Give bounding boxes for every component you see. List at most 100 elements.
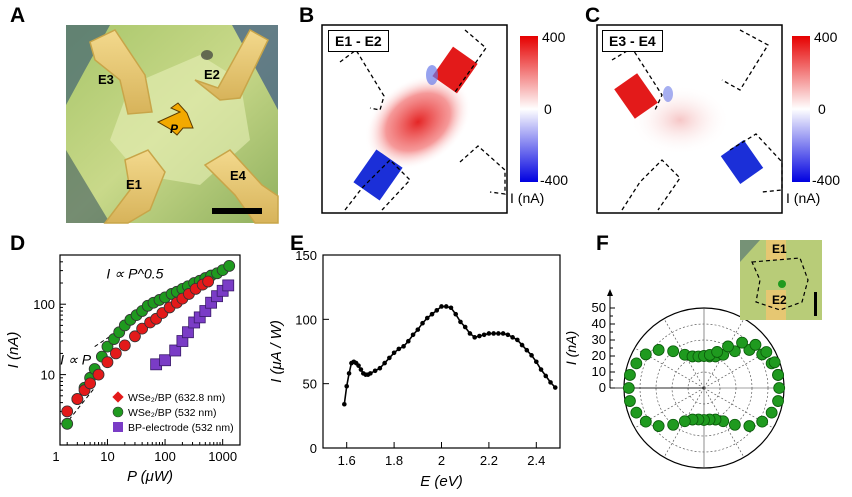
- chart-e-point: [500, 331, 506, 336]
- chart-e-point: [448, 305, 454, 311]
- chart-e-point: [346, 371, 352, 376]
- label-e2: E2: [204, 67, 220, 82]
- label-e3: E3: [98, 72, 114, 87]
- chart-d-xlabel: P (μW): [127, 468, 173, 485]
- inset-label-e2: E2: [772, 293, 787, 307]
- chart-d-xtick-label: 100: [154, 449, 176, 464]
- colorbar-b-tick-zero: 0: [544, 101, 552, 117]
- chart-d-legend-label: BP-electrode (532 nm): [128, 422, 234, 434]
- chart-d-frame: [59, 254, 241, 446]
- chart-d-point-0: [129, 330, 141, 343]
- chart-d-ylabel: I (nA): [5, 332, 22, 369]
- chart-f-point: [667, 345, 680, 358]
- panel-letter-c: C: [585, 4, 601, 27]
- chart-d-legend-marker: [113, 422, 123, 432]
- chart-e-point: [548, 380, 553, 385]
- chart-e-point: [453, 311, 459, 317]
- chart-e-point: [356, 363, 361, 368]
- chart-f-raxis-arrow: [607, 289, 613, 296]
- chart-f-rtick-label: 0: [599, 380, 606, 395]
- chart-d-xtick-label: 1: [52, 449, 59, 464]
- chart-e-point: [396, 346, 402, 352]
- chart-d-point-2: [182, 326, 194, 339]
- label-e4: E4: [230, 168, 246, 183]
- chart-d-point-2: [169, 344, 182, 357]
- colorbar-c-label: I (nA): [786, 190, 821, 206]
- colorbar-c-tick-min: -400: [812, 172, 841, 188]
- chart-e-point: [529, 353, 534, 358]
- chart-e-xtick-label: 1.6: [338, 453, 356, 468]
- chart-f-grid-spoke: [634, 387, 705, 429]
- chart-d-point-0: [109, 347, 122, 360]
- panel-letter-d: D: [10, 232, 26, 255]
- chart-d-ytick-label: 100: [33, 297, 55, 312]
- chart-f-point: [743, 420, 756, 432]
- chart-f-point: [760, 346, 773, 358]
- chart-f-point: [765, 406, 778, 419]
- chart-e-point: [458, 319, 463, 325]
- chart-d-point-0: [101, 356, 114, 369]
- chart-e-point: [510, 335, 515, 340]
- chart-f-point: [630, 357, 643, 370]
- chart-f-point: [624, 369, 636, 381]
- chart-e-xtick-label: 2.4: [527, 453, 545, 468]
- chart-e-point: [382, 360, 387, 366]
- chart-e-point: [505, 332, 511, 338]
- chart-e-point: [410, 332, 416, 338]
- chart-f-point: [624, 395, 636, 407]
- chart-f-point: [728, 418, 741, 431]
- chart-e-xlabel: E (eV): [420, 473, 463, 490]
- chart-e-point: [372, 368, 378, 374]
- chart-e-xtick-label: 2.2: [480, 453, 498, 468]
- chart-f-point: [736, 336, 748, 349]
- chart-e-point: [515, 337, 520, 343]
- colorbar-c-tick-zero: 0: [818, 101, 826, 117]
- chart-f-point: [639, 415, 652, 428]
- chart-e-point: [439, 304, 444, 309]
- chart-d-point-0: [84, 377, 97, 390]
- chart-f-rtick-label: 50: [592, 300, 606, 315]
- chart-d-legend-label: WSe₂/BP (532 nm): [128, 407, 217, 419]
- chart-d-point-1: [101, 340, 114, 353]
- chart-f-grid-spoke: [703, 347, 774, 389]
- chart-f-point: [773, 382, 786, 394]
- chart-f-rtick-label: 40: [592, 316, 606, 331]
- chart-e-point: [538, 367, 544, 372]
- chart-e-point: [391, 350, 397, 356]
- chart-d-point-0: [71, 393, 84, 405]
- chart-e-point: [524, 347, 530, 353]
- chart-d-point-0: [61, 405, 74, 418]
- chart-d-point-0: [118, 339, 131, 352]
- chart-e-point: [406, 338, 411, 344]
- chart-e-ytick-label: 50: [303, 377, 317, 392]
- chart-e-point: [491, 331, 496, 336]
- chart-f-point: [622, 382, 635, 394]
- panel-letter-a: A: [10, 4, 26, 27]
- map-b-title: E1 - E2: [328, 30, 389, 52]
- chart-e-point: [377, 365, 383, 371]
- chart-d-annotation-linear: I ∝ P: [60, 351, 92, 367]
- chart-e-point: [543, 373, 549, 379]
- chart-e-point: [434, 308, 440, 313]
- chart-d-ytick-label: 10: [41, 368, 55, 383]
- chart-f-rtick-label: 30: [592, 332, 606, 347]
- chart-d-xtick-label: 10: [100, 449, 114, 464]
- chart-e-point: [424, 315, 430, 321]
- chart-e-point: [420, 320, 425, 326]
- panel-letter-b: B: [299, 4, 315, 27]
- chart-d-legend-marker: [112, 391, 124, 403]
- chart-f-point: [667, 418, 680, 431]
- chart-d-point-1: [223, 260, 236, 272]
- chart-e-frame: [322, 254, 561, 449]
- chart-d-legend-marker: [112, 406, 124, 418]
- chart-e-point: [344, 383, 350, 389]
- map-c-title: E3 - E4: [602, 30, 663, 52]
- chart-f-point: [630, 406, 643, 419]
- chart-e-xtick-label: 1.8: [385, 453, 403, 468]
- chart-f-point: [772, 369, 784, 381]
- chart-f-rtick-label: 10: [592, 364, 606, 379]
- panel-letter-f: F: [596, 232, 609, 255]
- chart-d-point-2: [205, 296, 218, 309]
- chart-f-rlabel: I (nA): [563, 331, 579, 365]
- chart-d-point-0: [202, 275, 215, 288]
